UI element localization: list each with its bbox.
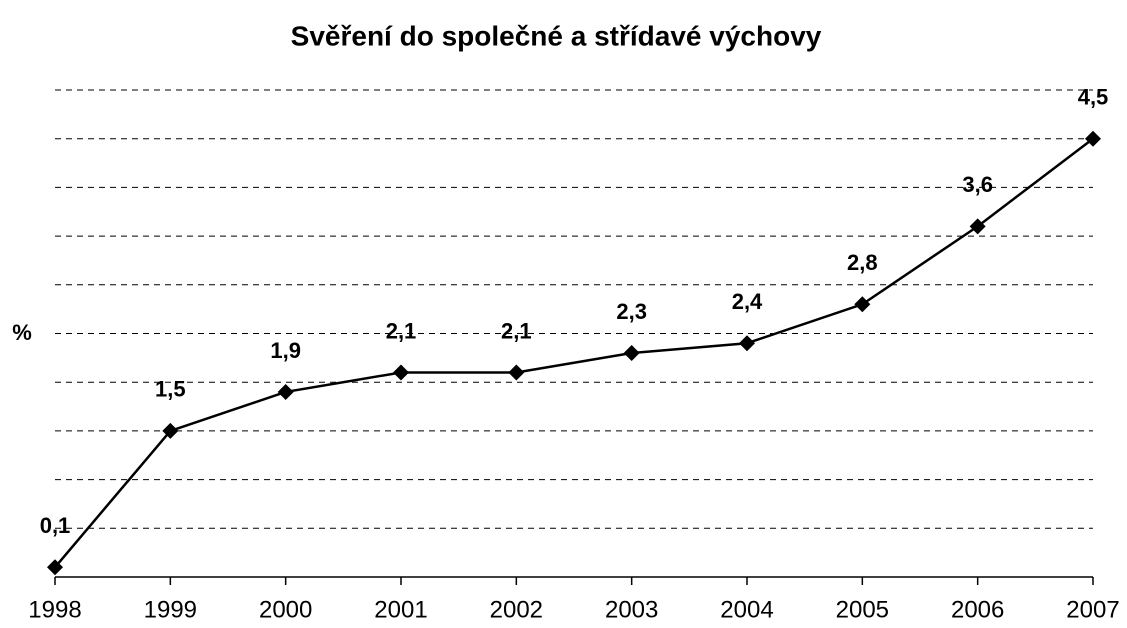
marker bbox=[854, 296, 871, 313]
marker bbox=[508, 364, 525, 381]
x-tick-label: 1999 bbox=[144, 596, 197, 623]
marker bbox=[1085, 130, 1101, 147]
marker bbox=[969, 218, 986, 235]
data-label: 2,1 bbox=[501, 318, 532, 343]
x-tick-label: 2002 bbox=[490, 596, 543, 623]
data-label: 1,9 bbox=[270, 338, 301, 363]
data-label: 0,1 bbox=[40, 513, 71, 538]
line bbox=[54, 137, 1094, 569]
x-tick-label: 2006 bbox=[951, 596, 1004, 623]
data-label: 1,5 bbox=[155, 377, 186, 402]
marker bbox=[162, 422, 179, 439]
x-tick-label: 2000 bbox=[259, 596, 312, 623]
marker bbox=[393, 364, 409, 381]
x-tick-label: 1998 bbox=[28, 596, 81, 623]
marker bbox=[47, 559, 63, 576]
x-tick-label: 2007 bbox=[1066, 596, 1119, 623]
data-label: 4,5 bbox=[1078, 85, 1109, 110]
data-label: 2,8 bbox=[847, 250, 878, 275]
x-tick-label: 2004 bbox=[720, 596, 773, 623]
data-label: 2,1 bbox=[386, 318, 417, 343]
data-label: 2,3 bbox=[616, 299, 647, 324]
x-tick-label: 2003 bbox=[605, 596, 658, 623]
marker bbox=[277, 383, 294, 400]
x-tick-label: 2001 bbox=[374, 596, 427, 623]
x-tick-label: 2005 bbox=[836, 596, 889, 623]
marker bbox=[623, 344, 640, 361]
data-label: 2,4 bbox=[732, 289, 763, 314]
marker bbox=[739, 335, 755, 352]
y-axis-label: % bbox=[12, 320, 32, 345]
data-label: 3,6 bbox=[962, 172, 993, 197]
chart-title: Svěření do společné a střídavé výchovy bbox=[291, 20, 822, 51]
